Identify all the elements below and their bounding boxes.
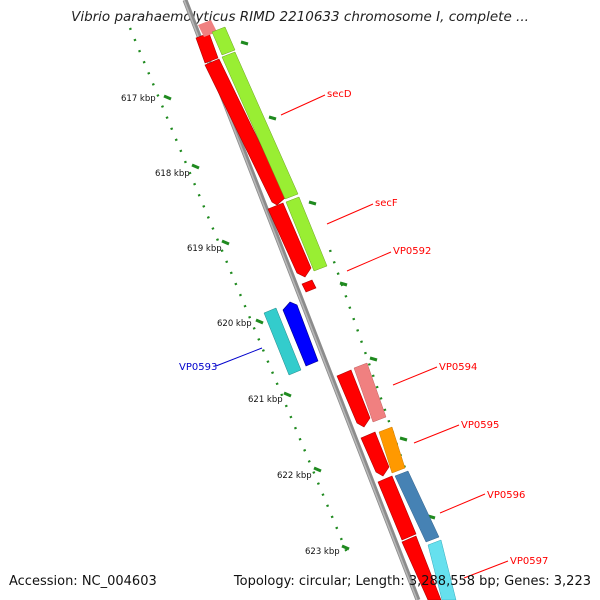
leader-secD (280, 94, 326, 116)
cog-track (198, 20, 457, 600)
ruler-tick (268, 115, 277, 121)
ruler-tick (399, 436, 408, 442)
ruler-tick (369, 356, 378, 362)
ruler-labels: 617 kbp 618 kbp 619 kbp 620 kbp 621 kbp … (121, 94, 340, 557)
genome-summary-text: Topology: circular; Length: 3,288,558 bp… (233, 574, 591, 589)
leader-VP0596 (439, 493, 486, 514)
cog-block-pink-VP0594 (353, 362, 387, 423)
leader-secF (326, 203, 374, 225)
ruler-tick (255, 318, 264, 325)
forward-cds-track (195, 32, 442, 600)
ruler-label-622: 622 kbp (277, 471, 312, 481)
gene-label-VP0596[interactable]: VP0596 (487, 490, 525, 501)
cog-block-steelblue-VP0596 (394, 470, 440, 543)
reverse-cds-track (263, 301, 319, 376)
gene-feature-VP0593[interactable] (282, 301, 319, 367)
ruler-tick (240, 40, 249, 46)
gene-label-VP0595[interactable]: VP0595 (461, 420, 499, 431)
leader-VP0597 (463, 560, 509, 579)
gene-label-secD[interactable]: secD (327, 89, 352, 100)
cog-block-cyan-VP0593 (263, 307, 302, 376)
ruler-label-618: 618 kbp (155, 169, 190, 179)
leader-VP0592 (346, 251, 392, 272)
gene-feature-secD[interactable] (204, 58, 287, 206)
gene-label-VP0597[interactable]: VP0597 (510, 556, 548, 567)
gene-label-VP0594[interactable]: VP0594 (439, 362, 477, 373)
ruler-label-619: 619 kbp (187, 244, 222, 254)
map-title: Vibrio parahaemolyticus RIMD 2210633 chr… (71, 9, 529, 25)
label-leaders (215, 94, 509, 579)
cog-block-green-secF (285, 196, 328, 272)
cog-block-green-secD (221, 51, 299, 200)
gene-feature-VP0597[interactable] (401, 535, 442, 600)
leader-VP0594 (392, 366, 438, 386)
gene-feature-VP0595[interactable] (360, 431, 390, 477)
ruler-tick (283, 391, 292, 398)
ruler-tick (221, 239, 230, 246)
leader-VP0595 (413, 424, 460, 444)
ruler-tick (341, 544, 350, 551)
gene-feature-secF[interactable] (267, 202, 312, 278)
gene-feature-VP0594[interactable] (336, 369, 371, 428)
ruler-tick (339, 281, 348, 287)
gene-label-VP0593[interactable]: VP0593 (179, 362, 217, 373)
ruler-tick (163, 94, 172, 101)
ruler-tick (308, 200, 317, 206)
cog-block-orange-VP0595 (378, 426, 406, 474)
cog-block-cyan-VP0597 (427, 539, 457, 600)
ruler-label-621: 621 kbp (248, 395, 283, 405)
accession-text: Accession: NC_004603 (9, 574, 157, 589)
ruler-tick (313, 466, 322, 473)
cog-block-green-secD-top (211, 26, 236, 56)
gene-feature-VP0592[interactable] (301, 279, 317, 293)
ruler-label-617: 617 kbp (121, 94, 156, 104)
gene-feature-VP0596[interactable] (377, 475, 417, 541)
ruler-inner-dotted (328, 249, 442, 571)
gene-label-secF[interactable]: secF (375, 198, 398, 209)
ruler-label-620: 620 kbp (217, 319, 252, 329)
ruler-ticks (163, 40, 436, 551)
ruler-label-623: 623 kbp (305, 547, 340, 557)
leader-VP0593 (215, 347, 263, 367)
gene-label-VP0592[interactable]: VP0592 (393, 246, 431, 257)
gene-labels: secD secF VP0592 VP0593 VP0594 VP0595 VP… (179, 89, 548, 567)
ruler-tick (191, 163, 200, 170)
